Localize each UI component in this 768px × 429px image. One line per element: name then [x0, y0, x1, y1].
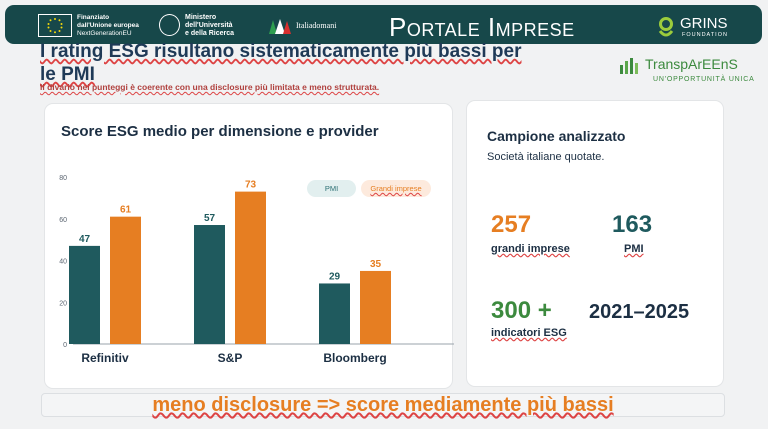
bar-grandi-imprese	[235, 191, 266, 344]
data-label: 47	[79, 234, 91, 245]
legend-item-grandi-imprese: Grandi imprese	[361, 180, 431, 197]
data-label: 61	[120, 205, 132, 216]
legend-item-pmi: PMI	[307, 180, 356, 197]
stat-label-indicatori: indicatori ESG	[491, 327, 567, 339]
conclusion-text: meno disclosure => score mediamente più …	[152, 394, 614, 416]
bar-pmi	[69, 245, 100, 344]
x-category-label: Bloomberg	[323, 351, 386, 365]
ministry-emblem-icon	[159, 14, 180, 36]
stat-value-grandi-imprese: 257	[491, 211, 532, 238]
x-category-label: S&P	[218, 351, 243, 365]
bar-chart: 0 20 40 60 80 47 61 Refinitiv 57 73 S&P 29 35 Bloombe…	[59, 175, 454, 365]
stat-value-pmi: 163	[612, 211, 653, 238]
data-label: 57	[204, 213, 216, 224]
top-header-bar: Finanziato dall'Unione europea NextGener…	[5, 5, 762, 44]
ministry-label: Ministero dell'Università e della Ricerc…	[185, 14, 235, 37]
stat-value-period: 2021–2025	[589, 301, 690, 323]
bar-grandi-imprese	[360, 270, 391, 344]
transpareens-logo-icon	[620, 58, 638, 74]
stat-label-grandi-imprese: grandi imprese	[491, 243, 570, 255]
stat-label-pmi: PMI	[624, 243, 644, 255]
bar-grandi-imprese	[110, 216, 141, 344]
sample-card: Campione analizzato Società italiane quo…	[466, 100, 724, 387]
y-tick-label: 80	[59, 175, 67, 182]
brand-name: TranspArEEnS	[645, 56, 738, 72]
italia-domani-label: Italiadomani	[296, 21, 337, 30]
chart-title: Score ESG medio per dimensione e provide…	[61, 123, 379, 140]
data-label: 73	[245, 180, 257, 191]
y-tick-label: 60	[59, 217, 67, 224]
stat-value-indicatori: 300 +	[491, 297, 552, 324]
conclusion-banner: meno disclosure => score mediamente più …	[41, 393, 725, 417]
data-label: 29	[329, 271, 341, 282]
y-tick-label: 20	[59, 300, 67, 307]
sample-title: Campione analizzato	[487, 128, 626, 144]
sample-subtitle: Società italiane quotate.	[487, 151, 605, 163]
eu-funding-label: Finanziato dall'Unione europea NextGener…	[77, 14, 139, 37]
y-tick-label: 40	[59, 259, 67, 266]
italia-domani-logo-icon	[269, 19, 291, 34]
slide-subtitle: Il divario nei punteggi è coerente con u…	[40, 82, 380, 92]
data-label: 35	[370, 259, 382, 270]
x-category-label: Refinitiv	[81, 351, 129, 365]
y-tick-label: 0	[63, 342, 67, 349]
brand-tagline: UN'OPPORTUNITÀ UNICA	[653, 76, 755, 83]
slide-title: I rating ESG risultano sistematicamente …	[40, 41, 522, 85]
grins-name: GRINS	[680, 15, 728, 32]
bar-pmi	[194, 225, 225, 344]
chart-card: Score ESG medio per dimensione e provide…	[44, 103, 454, 389]
portal-title: Portale Imprese	[389, 12, 575, 42]
grins-logo-icon	[658, 17, 674, 37]
grins-subtitle: FOUNDATION	[682, 32, 728, 38]
eu-flag-icon	[38, 14, 72, 37]
bar-pmi	[319, 283, 350, 344]
